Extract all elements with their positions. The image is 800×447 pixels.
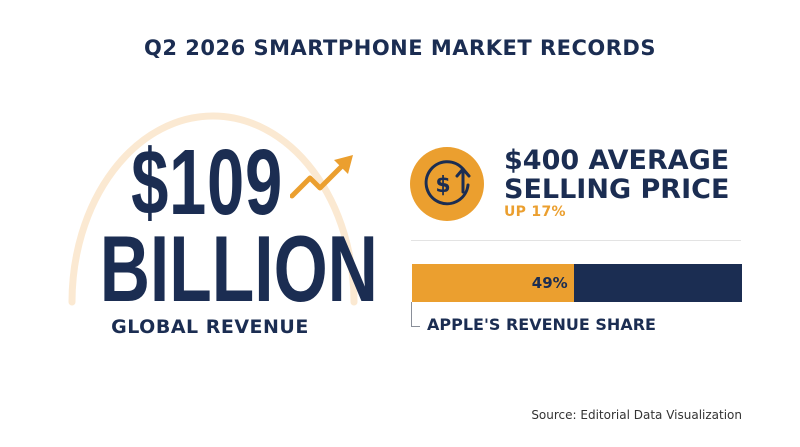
growth-arrow-icon: [290, 155, 353, 199]
source-note: Source: Editorial Data Visualization: [531, 408, 742, 422]
revenue-unit: BILLION: [99, 216, 378, 321]
asp-change: UP 17%: [504, 204, 566, 220]
label-bracket: [411, 302, 420, 327]
apple-share-bar: 49%: [412, 264, 742, 302]
divider: [411, 240, 741, 241]
svg-text:$: $: [435, 173, 450, 198]
apple-share-label: APPLE'S REVENUE SHARE: [427, 315, 656, 334]
asp-heading-line1: $400 AVERAGE: [504, 145, 730, 176]
revenue-label: GLOBAL REVENUE: [111, 316, 309, 338]
asp-heading-line2: SELLING PRICE: [504, 174, 730, 205]
dollar-circle-up-arrow-icon: $: [410, 147, 484, 221]
revenue-value: $109: [131, 130, 283, 234]
apple-share-fill: 49%: [412, 264, 574, 302]
page-title: Q2 2026 SMARTPHONE MARKET RECORDS: [144, 36, 656, 60]
apple-share-value: 49%: [531, 274, 568, 292]
